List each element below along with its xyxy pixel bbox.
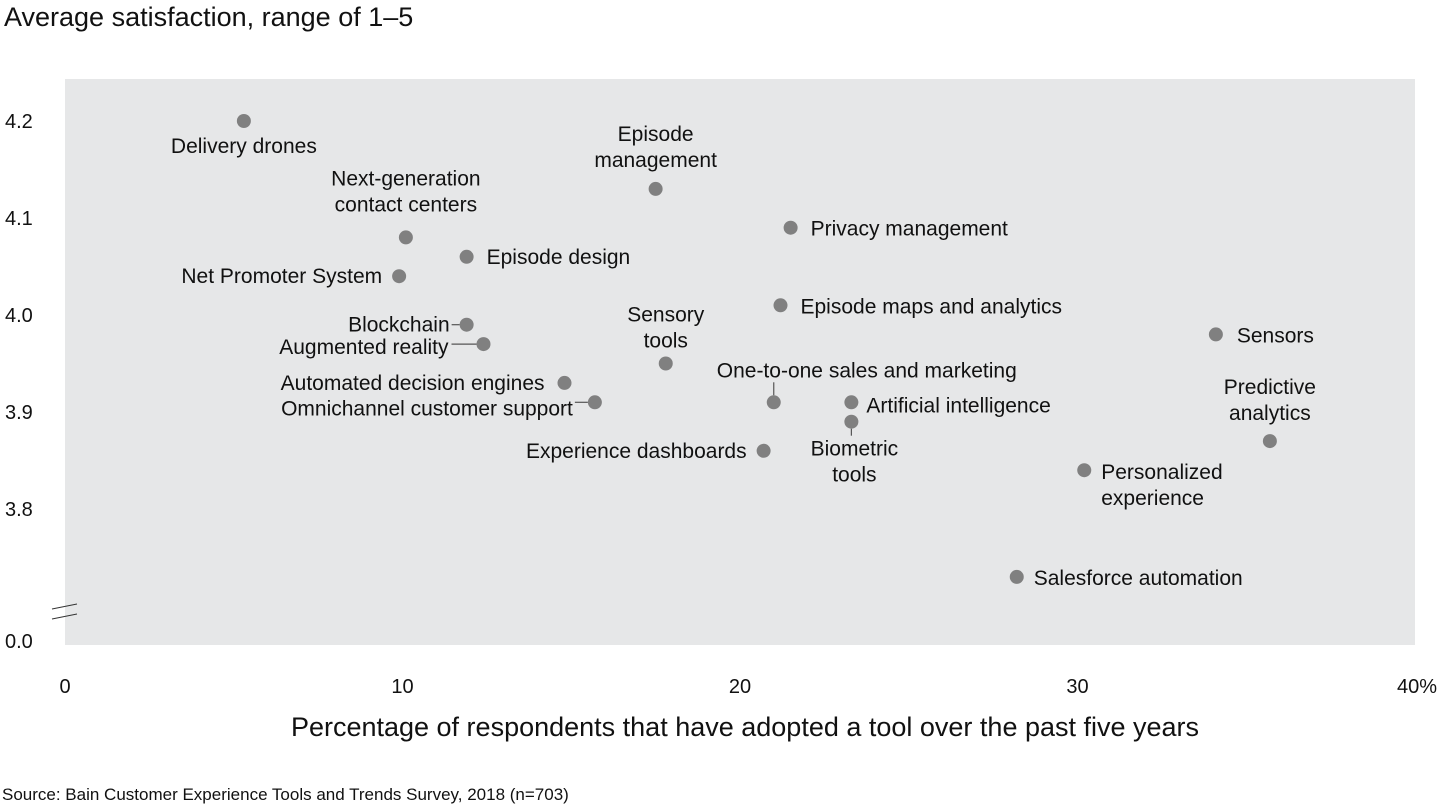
data-label: Artificial intelligence xyxy=(866,394,1050,417)
data-label: Predictive analytics xyxy=(1224,376,1316,425)
x-tick-label: 30 xyxy=(1066,676,1088,698)
data-labels: Delivery drones Next-generation contact ce… xyxy=(171,123,1316,590)
data-label: Automated decision engines xyxy=(281,372,545,395)
data-point xyxy=(392,269,407,284)
data-label: Sensors xyxy=(1237,324,1314,347)
y-tick-label: 3.9 xyxy=(5,402,33,424)
data-label: Experience dashboards xyxy=(526,440,747,463)
data-point xyxy=(766,395,781,410)
data-point xyxy=(756,443,771,458)
y-tick-label: 0.0 xyxy=(5,631,33,653)
y-tick-label: 4.2 xyxy=(5,111,33,133)
data-point xyxy=(398,230,413,245)
data-point xyxy=(783,220,798,235)
data-point xyxy=(1262,434,1277,449)
data-point xyxy=(844,395,859,410)
data-label: Personalized experience xyxy=(1101,461,1222,510)
x-tick-label: 20 xyxy=(729,676,751,698)
source-note: Source: Bain Customer Experience Tools a… xyxy=(2,785,569,804)
x-axis-label: Percentage of respondents that have adop… xyxy=(290,712,1200,742)
data-label: Biometric tools xyxy=(811,438,899,487)
data-label: Sensory tools xyxy=(627,304,705,353)
data-point xyxy=(1208,327,1223,342)
x-tick-label: 40% xyxy=(1397,676,1437,698)
data-point xyxy=(773,298,788,313)
y-tick-label: 4.0 xyxy=(5,305,33,327)
data-point xyxy=(459,249,474,264)
y-tick-label: 4.1 xyxy=(5,208,33,230)
y-tick-label: 3.8 xyxy=(5,499,33,521)
data-point xyxy=(587,395,602,410)
data-label: One-to-one sales and marketing xyxy=(717,359,1017,382)
data-label: Augmented reality xyxy=(279,336,449,359)
data-label: Episode maps and analytics xyxy=(801,295,1063,318)
data-point xyxy=(236,114,251,128)
data-label: Next-generation contact centers xyxy=(331,167,480,216)
scatter-plot: 4.2 4.1 4.0 3.9 3.8 0.0 0 10 20 30 40% Delivery d… xyxy=(5,79,1437,698)
data-label: Privacy management xyxy=(811,218,1008,241)
data-label: Delivery drones xyxy=(171,135,317,158)
data-label: Omnichannel customer support xyxy=(281,397,573,420)
y-axis-ticks: 4.2 4.1 4.0 3.9 3.8 0.0 xyxy=(5,111,33,653)
x-tick-label: 0 xyxy=(59,676,70,698)
data-point xyxy=(648,181,663,196)
data-points xyxy=(236,114,1277,584)
data-label: Blockchain xyxy=(348,314,450,337)
plot-background xyxy=(65,79,1415,645)
x-tick-label: 10 xyxy=(391,676,413,698)
data-point xyxy=(1009,569,1024,584)
data-point xyxy=(658,356,673,371)
data-label: Salesforce automation xyxy=(1034,567,1243,590)
chart-title: Average satisfaction, range of 1–5 xyxy=(4,2,414,32)
data-point xyxy=(844,414,859,429)
data-point xyxy=(459,317,474,332)
data-point xyxy=(557,375,572,390)
data-point xyxy=(1077,463,1092,478)
data-label: Episode management xyxy=(594,123,717,172)
x-axis-ticks: 0 10 20 30 40% xyxy=(59,676,1437,698)
leader-lines xyxy=(451,324,852,436)
axis-break-icon xyxy=(51,603,78,620)
data-label: Episode design xyxy=(487,246,631,269)
data-point xyxy=(476,337,491,352)
data-label: Net Promoter System xyxy=(181,265,382,288)
